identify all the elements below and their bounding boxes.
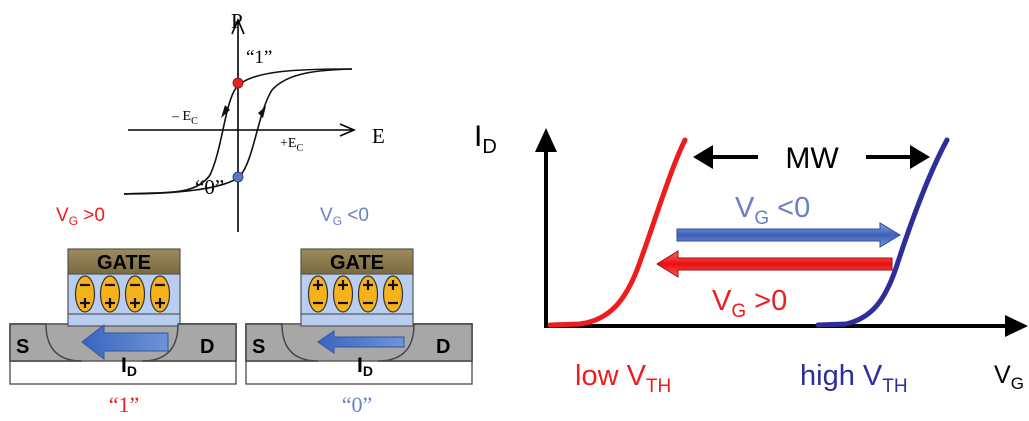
state-caption: “0” [342,392,373,417]
low-vth-label: low VTH [575,360,671,397]
gate-electrode [300,248,414,275]
pos-ec-label: +EC [280,136,303,154]
id-axis-label: ID [474,120,497,158]
vg-positive-sweep-label: VG >0 [712,285,787,322]
high-vth-curve [815,137,950,328]
vg-axis-label: VG [994,361,1024,393]
dipole-row [74,275,171,313]
fefet-device-state-one: S D GATE ID “1” [9,248,237,417]
source-region [9,323,83,362]
dipole-charges [313,280,398,305]
low-vth-curve [547,137,688,328]
gate-label: GATE [330,252,384,274]
state-one-dot [232,77,244,89]
drain-current-label: ID [121,354,137,379]
vg-positive-label: VG >0 [56,205,105,228]
mw-arrow-left-head [693,145,713,169]
memory-window-label: MW [785,142,839,175]
fefet-device-state-zero: S D GATE ID “0” [245,248,473,417]
state-zero-dot [232,171,244,183]
high-vth-label: high VTH [800,360,908,397]
drain-current-arrow [81,323,169,361]
axis-label-e: E [372,124,385,148]
state-zero-label: “0” [195,175,224,199]
dipole-charges [80,283,165,308]
vg-axis-arrowhead [1005,315,1028,337]
source-label: S [16,336,29,358]
mw-arrow-right-head [910,145,930,169]
hysteresis-lower-branch [123,68,353,195]
dipole-row [307,275,404,313]
drain-current-arrow [317,330,405,354]
source-region [245,323,319,362]
hysteresis-plot: P E “1” “0” – EC +EC VG >0 VG <0 [56,9,385,232]
state-one-label: “1” [246,47,272,68]
program-sweep-arrow-red [656,250,893,278]
p-axis-arrowhead [231,17,245,35]
vg-negative-sweep-label: VG <0 [735,192,810,229]
neg-ec-label: – EC [171,109,198,127]
e-axis-arrowhead [339,123,357,137]
hysteresis-upper-branch [123,68,353,195]
source-label: S [252,336,265,358]
drain-region [377,323,473,362]
program-sweep-arrow-blue [676,222,901,248]
drain-region [141,323,237,362]
drain-label: D [436,336,450,358]
transfer-curve-plot: ID VG MW VG <0 VG >0 low VTH high VTH [474,120,1028,397]
state-caption: “1” [109,392,140,417]
vg-negative-label: VG <0 [320,205,369,228]
gate-electrode [67,248,181,275]
drain-label: D [200,336,214,358]
arrow-upper-branch [221,105,230,118]
gate-label: GATE [97,252,151,274]
id-axis-arrowhead [535,128,557,152]
axis-label-p: P [231,9,243,33]
arrow-lower-branch [258,106,266,118]
drain-current-label: ID [357,354,373,379]
